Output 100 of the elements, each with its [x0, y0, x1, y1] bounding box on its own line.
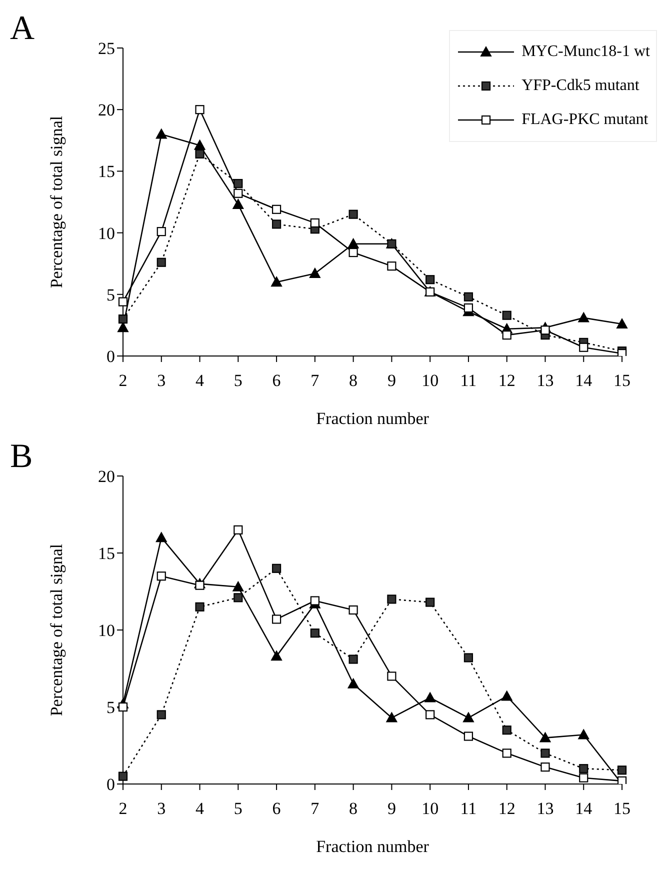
- x-tick-label: 5: [234, 799, 242, 818]
- y-tick-label: 0: [106, 347, 115, 366]
- x-tick-label: 2: [118, 799, 128, 818]
- point: [502, 726, 512, 735]
- y-tick-label: 0: [106, 775, 115, 794]
- x-tick-label: 11: [460, 799, 477, 818]
- point: [426, 598, 435, 607]
- x-tick-label: 14: [575, 371, 593, 390]
- point: [271, 650, 282, 661]
- point: [272, 564, 282, 573]
- point: [234, 593, 243, 602]
- point: [156, 227, 166, 236]
- point: [387, 594, 396, 604]
- point: [156, 532, 167, 542]
- point: [540, 326, 550, 335]
- point: [194, 140, 206, 150]
- point: [309, 268, 320, 278]
- x-tick-label: 13: [536, 371, 554, 390]
- x-tick-label: 6: [272, 799, 281, 818]
- x-tick-label: 8: [349, 799, 358, 818]
- point: [578, 312, 590, 322]
- y-tick-label: 15: [98, 544, 115, 564]
- point: [464, 653, 474, 662]
- x-tick-label: 10: [422, 371, 439, 390]
- y-axis-title: Percentage of total signal: [47, 544, 66, 716]
- point: [195, 105, 204, 114]
- x-tick-label: 13: [536, 799, 554, 818]
- x-tick-label: 5: [234, 371, 242, 390]
- point: [348, 605, 358, 615]
- point: [156, 258, 166, 267]
- point: [348, 210, 358, 219]
- x-tick-label: 12: [498, 799, 516, 818]
- point: [387, 262, 396, 271]
- x-tick-label: 2: [118, 371, 128, 390]
- point: [617, 766, 627, 775]
- point: [540, 732, 551, 742]
- point: [424, 692, 436, 702]
- point: [272, 220, 282, 229]
- legend-label: MYC-Munc18-1 wt: [522, 43, 650, 61]
- point: [156, 710, 166, 720]
- x-tick-label: 10: [422, 799, 439, 818]
- point: [272, 614, 282, 624]
- point: [310, 596, 320, 606]
- point: [426, 710, 435, 720]
- point: [118, 314, 128, 324]
- point: [310, 628, 320, 638]
- x-tick-label: 4: [196, 371, 205, 390]
- point: [540, 762, 550, 772]
- point: [348, 678, 359, 688]
- point: [118, 322, 128, 332]
- point: [195, 602, 204, 612]
- chart-title: B: [10, 438, 33, 476]
- point: [464, 732, 474, 741]
- y-tick-label: 20: [98, 100, 115, 120]
- y-tick-label: 10: [98, 621, 115, 640]
- point: [464, 303, 474, 312]
- point: [232, 198, 244, 209]
- point: [118, 772, 128, 781]
- y-axis-title: Percentage of total signal: [47, 116, 66, 288]
- x-tick-label: 9: [387, 799, 396, 818]
- point: [234, 188, 243, 198]
- point: [118, 297, 128, 306]
- point: [386, 712, 398, 722]
- y-tick-label: 25: [98, 39, 115, 58]
- x-tick-label: 3: [157, 799, 166, 818]
- point: [195, 580, 204, 590]
- y-tick-label: 10: [98, 224, 115, 243]
- point: [310, 218, 320, 228]
- point: [232, 581, 244, 592]
- point: [348, 248, 358, 258]
- x-axis-title: Fraction number: [316, 837, 430, 856]
- y-tick-label: 5: [106, 285, 115, 304]
- x-axis-title: Fraction number: [316, 409, 430, 428]
- point: [271, 276, 282, 287]
- point: [156, 572, 166, 581]
- x-tick-label: 7: [310, 371, 320, 390]
- point: [502, 330, 512, 340]
- point: [234, 525, 243, 534]
- point: [234, 178, 243, 188]
- x-tick-label: 6: [272, 371, 281, 390]
- x-tick-label: 11: [460, 371, 477, 390]
- y-tick-label: 15: [98, 162, 115, 182]
- point: [426, 275, 435, 284]
- point: [272, 204, 282, 214]
- point: [578, 729, 590, 740]
- point: [502, 748, 512, 758]
- legend-label: YFP-Cdk5 mutant: [522, 77, 640, 95]
- y-tick-label: 20: [98, 467, 115, 486]
- point: [579, 342, 588, 352]
- x-tick-label: 3: [157, 371, 166, 390]
- legend-label: FLAG-PKC mutant: [522, 111, 648, 129]
- point: [156, 128, 167, 139]
- x-tick-label: 9: [387, 371, 396, 390]
- x-tick-label: 12: [498, 371, 516, 390]
- point: [501, 690, 512, 701]
- x-tick-label: 15: [614, 799, 630, 818]
- x-tick-label: 14: [575, 799, 593, 818]
- point: [464, 292, 474, 302]
- y-tick-label: 5: [106, 698, 115, 718]
- x-tick-label: 7: [310, 799, 320, 818]
